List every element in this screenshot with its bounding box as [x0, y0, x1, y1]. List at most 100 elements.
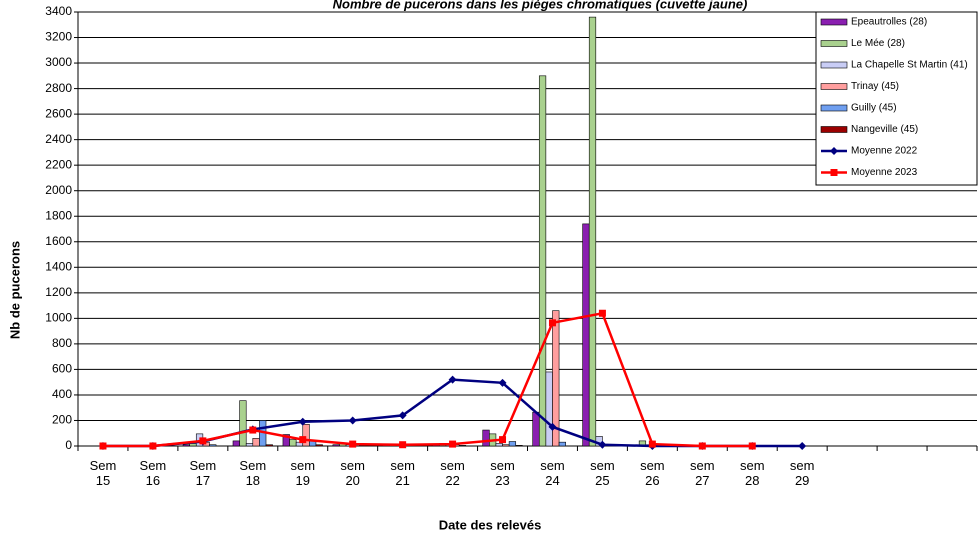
bar	[482, 429, 490, 447]
marker	[398, 411, 407, 420]
marker	[299, 436, 307, 444]
marker	[349, 440, 357, 448]
x-tick-label: sem 19	[290, 458, 316, 488]
bar	[588, 16, 597, 447]
bar	[495, 443, 503, 447]
x-tick-label: sem 25	[590, 458, 615, 488]
marker	[798, 442, 807, 450]
bar	[538, 75, 547, 447]
bar	[502, 444, 510, 447]
legend-swatch	[820, 104, 848, 112]
bar	[302, 423, 310, 447]
line	[102, 311, 753, 448]
marker	[99, 442, 107, 450]
marker	[348, 416, 357, 425]
legend-swatch	[820, 61, 848, 69]
x-tick-label: sem 27	[690, 458, 715, 488]
marker	[449, 440, 457, 448]
y-tick-label: 1000	[45, 311, 72, 325]
x-tick-label: Sem 16	[139, 458, 167, 488]
marker	[548, 319, 556, 327]
marker	[598, 309, 606, 317]
y-tick-label: 1800	[45, 208, 72, 222]
bar	[515, 445, 523, 447]
bar	[532, 411, 540, 447]
legend-swatch	[820, 83, 848, 90]
legend-label: La Chapelle St Martin (41)	[851, 60, 968, 71]
y-tick-label: 2200	[45, 157, 72, 171]
chart-title: Nombre de pucerons dans les pièges chrom…	[333, 0, 748, 11]
y-tick-label: 2800	[45, 81, 72, 95]
bar	[552, 310, 560, 447]
line	[102, 378, 803, 448]
y-tick-label: 200	[52, 413, 72, 427]
y-tick-label: 1400	[45, 259, 72, 273]
y-tick-label: 2600	[45, 106, 72, 120]
y-tick-label: 600	[52, 362, 72, 376]
bar	[182, 444, 190, 447]
legend-swatch	[820, 18, 848, 26]
bar	[558, 441, 566, 447]
y-tick-label: 3400	[45, 4, 72, 18]
marker	[598, 440, 607, 449]
bar	[209, 444, 217, 447]
marker	[448, 375, 457, 384]
marker	[748, 442, 756, 450]
marker	[249, 426, 257, 434]
bar	[232, 440, 240, 447]
x-tick-label: sem 24	[540, 458, 565, 488]
bar	[508, 441, 517, 447]
legend-label: Nangeville (45)	[851, 124, 918, 135]
legend-label: Moyenne 2023	[851, 167, 918, 178]
y-tick-label: 3000	[45, 55, 72, 69]
x-tick-label: Sem 15	[89, 458, 117, 488]
y-tick-label: 2400	[45, 132, 72, 146]
x-tick-label: sem 21	[390, 458, 415, 488]
y-tick-label: 3200	[45, 30, 72, 44]
y-tick-label: 2000	[45, 183, 72, 197]
marker	[499, 436, 507, 444]
x-tick-label: Sem 17	[189, 458, 217, 488]
y-tick-label: 0	[65, 438, 72, 452]
marker	[149, 442, 157, 450]
bar	[315, 444, 323, 447]
x-tick-label: sem 29	[789, 458, 815, 488]
marker	[399, 441, 407, 449]
x-axis-title: Date des relevés	[439, 517, 542, 532]
y-tick-label: 400	[52, 387, 72, 401]
y-axis-title: Nb de pucerons	[7, 241, 22, 339]
legend-label: Trinay (45)	[851, 81, 899, 92]
bar	[239, 400, 247, 447]
marker	[548, 422, 557, 431]
marker	[199, 437, 207, 445]
x-tick-label: sem 20	[340, 458, 365, 488]
bar	[582, 223, 590, 447]
bar	[458, 445, 467, 447]
x-tick-label: sem 22	[440, 458, 465, 488]
y-tick-label: 800	[52, 336, 72, 350]
legend-swatch	[820, 126, 848, 133]
legend-label: Moyenne 2022	[851, 146, 918, 157]
legend-swatch	[820, 40, 848, 47]
legend-label: Le Mée (28)	[851, 38, 905, 49]
bar	[332, 444, 340, 447]
legend-marker	[830, 147, 838, 155]
x-tick-label: Sem 18	[239, 458, 267, 488]
legend-label: Epeautrolles (28)	[851, 17, 927, 28]
marker	[648, 440, 656, 448]
legend-marker	[830, 169, 838, 176]
x-tick-label: sem 23	[490, 458, 515, 488]
marker	[698, 442, 706, 450]
y-tick-label: 1600	[45, 234, 72, 248]
marker	[298, 417, 307, 426]
bar	[545, 371, 553, 447]
bar	[245, 443, 254, 447]
marker	[498, 378, 507, 387]
bar	[265, 444, 273, 447]
bar	[289, 439, 297, 447]
x-tick-label: sem 26	[640, 458, 665, 488]
y-tick-label: 1200	[45, 285, 72, 299]
legend-label: Guilly (45)	[851, 103, 897, 114]
